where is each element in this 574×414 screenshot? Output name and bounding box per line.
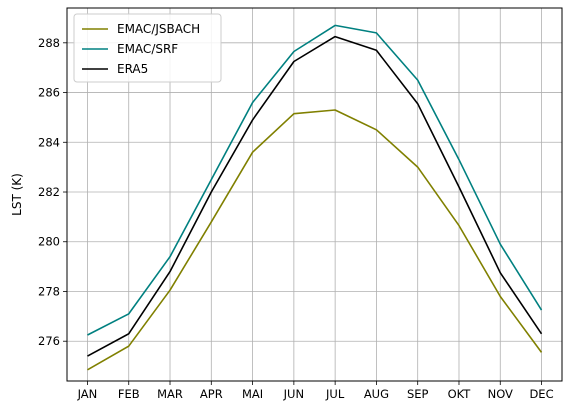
- x-tick-label: MAI: [242, 387, 263, 401]
- x-tick-label: JUN: [283, 387, 304, 401]
- x-tick-label: AUG: [364, 387, 389, 401]
- y-axis: 276 278 280 282 284 286 288: [38, 36, 67, 348]
- x-tick-label: MAR: [157, 387, 183, 401]
- x-tick-label: FEB: [118, 387, 140, 401]
- y-tick-label: 282: [38, 185, 60, 199]
- y-axis-label: LST (K): [10, 173, 24, 216]
- y-tick-label: 284: [38, 135, 60, 149]
- plot-frame: [66, 7, 563, 382]
- legend-box: [73, 13, 222, 83]
- legend-label: EMAC/SRF: [117, 42, 178, 56]
- x-tick-label: JUL: [325, 387, 345, 401]
- legend: EMAC/JSBACH EMAC/SRF ERA5: [73, 13, 222, 83]
- y-tick-label: 286: [38, 86, 60, 100]
- series-lines: [87, 24, 543, 371]
- series-line-emac-srf: [87, 24, 543, 336]
- legend-label: EMAC/JSBACH: [117, 22, 200, 36]
- x-tick-label: JAN: [77, 387, 98, 401]
- x-tick-label: OKT: [448, 387, 472, 401]
- x-tick-label: SEP: [407, 387, 429, 401]
- x-tick-label: APR: [200, 387, 223, 401]
- y-tick-label: 280: [38, 235, 60, 249]
- y-tick-label: 276: [38, 334, 60, 348]
- legend-label: ERA5: [117, 62, 148, 76]
- x-tick-label: NOV: [488, 387, 513, 401]
- x-axis: JAN FEB MAR APR MAI JUN JUL AUG SEP OKT NOV DEC: [77, 381, 554, 401]
- series-line-era5: [87, 35, 543, 357]
- y-tick-label: 278: [38, 284, 60, 298]
- x-tick-label: DEC: [529, 387, 553, 401]
- series-line-emac-jsbach: [87, 109, 543, 371]
- y-tick-label: 288: [38, 36, 60, 50]
